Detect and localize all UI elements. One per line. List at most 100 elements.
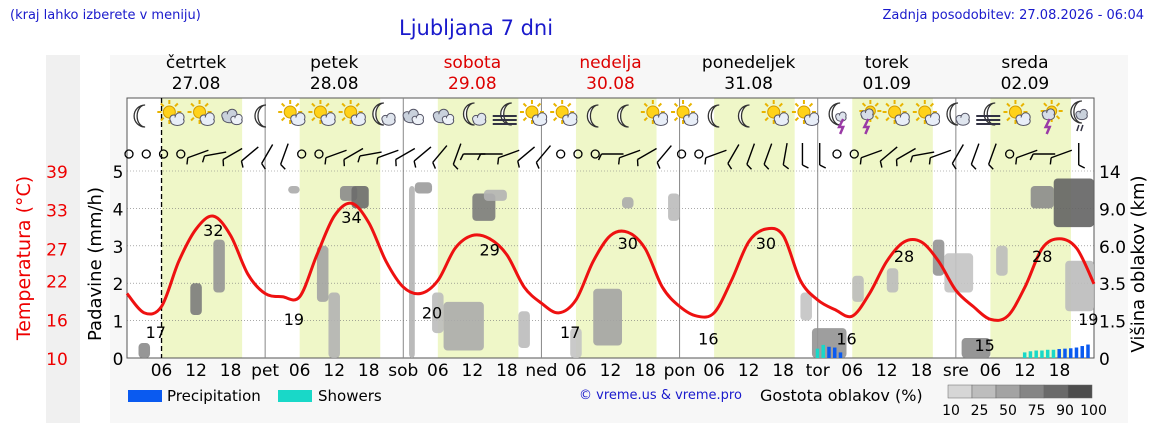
left-axis-strip (46, 55, 80, 423)
sun-ray (552, 102, 558, 108)
wind-feather (395, 159, 397, 167)
sun-cloud-icon (278, 100, 306, 126)
sun-ray (190, 102, 195, 108)
rain-drop (1076, 124, 1080, 132)
cloud-cell (570, 328, 582, 358)
sun-cloud-icon (338, 100, 366, 126)
cloud-shape (926, 117, 939, 125)
temperature-axis-label: Temperatura (°C) (13, 176, 35, 341)
wind-feather (517, 160, 520, 168)
cloud-shape (443, 118, 454, 124)
temperature-label: 17 (560, 323, 580, 342)
weekday-short-label: pon (664, 361, 696, 381)
cloud-shape (896, 117, 909, 125)
legend-precip-swatch (128, 390, 162, 402)
sun-ray (643, 102, 648, 108)
rain-drop (1080, 124, 1084, 132)
last-update: Zadnja posodobitev: 27.08.2026 - 06:04 (882, 8, 1144, 23)
sun-ray (794, 102, 799, 108)
cloud-cell (593, 288, 623, 346)
wind-calm-icon (176, 149, 186, 159)
sun-ray (174, 102, 179, 108)
sun-cloud-icon (882, 100, 910, 126)
lightning (1043, 118, 1052, 135)
sun-cloud-icon (761, 100, 789, 126)
cloud-shape (775, 117, 788, 125)
hour-tick: 12 (600, 361, 622, 381)
precip-bar (1074, 347, 1079, 358)
weekday-short-label: tor (806, 361, 830, 381)
wind-feather (951, 163, 957, 170)
sun-ray (794, 116, 799, 122)
sun-ray (160, 116, 165, 122)
wind-shaft (879, 146, 898, 162)
cloud-cell (944, 253, 974, 293)
cloud-density-tick: 75 (1028, 403, 1046, 419)
wind-shaft (325, 149, 347, 159)
cloud-density-label: Gostota oblakov (%) (760, 386, 923, 405)
lightning (837, 118, 846, 135)
cloud-shape (473, 117, 486, 125)
sun-ray (281, 102, 286, 108)
cloud-cell (432, 292, 444, 334)
wind-shaft (970, 143, 980, 165)
hour-tick: 06 (565, 361, 587, 381)
wind-feather (656, 162, 661, 169)
precip-tick: 1 (113, 313, 124, 333)
temperature-label: 28 (1032, 247, 1052, 266)
sun-cloud-icon (1003, 100, 1031, 126)
wind-calm-icon (849, 149, 859, 159)
wind-calm-icon (124, 149, 134, 159)
daylight-band (990, 98, 1071, 358)
wind-feather (222, 159, 225, 167)
cloud-cell (518, 311, 530, 349)
wind-feather (280, 163, 286, 170)
cloud-shape (171, 117, 184, 125)
weekday-short-label: pet (251, 361, 279, 381)
wind-feather (240, 160, 244, 168)
sun-ray (673, 102, 679, 108)
sun-cloud-icon (912, 100, 941, 126)
cloud-cell (961, 338, 991, 358)
daylight-band (852, 98, 933, 358)
temperature-label: 28 (894, 247, 914, 266)
precip-bar (1022, 352, 1027, 358)
cloud-shape (201, 117, 214, 125)
day-date: 30.08 (586, 74, 635, 94)
cloud-cell (190, 283, 202, 315)
moon-cloud-icon (946, 102, 970, 126)
day-date: 27.08 (172, 74, 221, 94)
wind-barb-icon (928, 149, 952, 165)
sun-cloud-icon (157, 100, 185, 126)
wind-feather (357, 155, 361, 163)
wind-calm-icon (676, 149, 687, 159)
sun-ray (567, 102, 572, 108)
wind-shaft (763, 143, 773, 165)
cloud-shape (862, 112, 873, 120)
sun-ray (657, 102, 663, 108)
day-name: četrtek (166, 53, 227, 73)
cloud-cell (328, 292, 340, 358)
precip-bar (1040, 350, 1044, 358)
wind-shaft (413, 146, 432, 162)
day-date: 29.08 (448, 74, 497, 94)
day-date: 31.08 (724, 74, 773, 94)
wind-feather (432, 162, 437, 169)
wind-shaft (637, 147, 657, 161)
temperature-label: 30 (756, 234, 776, 253)
temperature-label: 20 (422, 304, 442, 323)
wind-shaft (343, 147, 364, 161)
cloud-cell (483, 189, 507, 201)
moon-shape (372, 102, 384, 126)
wind-shaft (498, 149, 520, 159)
wind-shaft (279, 143, 289, 165)
wind-shaft (204, 151, 227, 157)
wind-shaft (860, 149, 883, 159)
wind-shaft (261, 144, 274, 164)
wind-feather (909, 155, 914, 163)
cloud-cell (1053, 178, 1094, 228)
cloud-icon (432, 108, 455, 126)
wind-feather (459, 153, 464, 161)
cloud-cell (996, 245, 1008, 276)
cloud-shape (383, 117, 395, 125)
